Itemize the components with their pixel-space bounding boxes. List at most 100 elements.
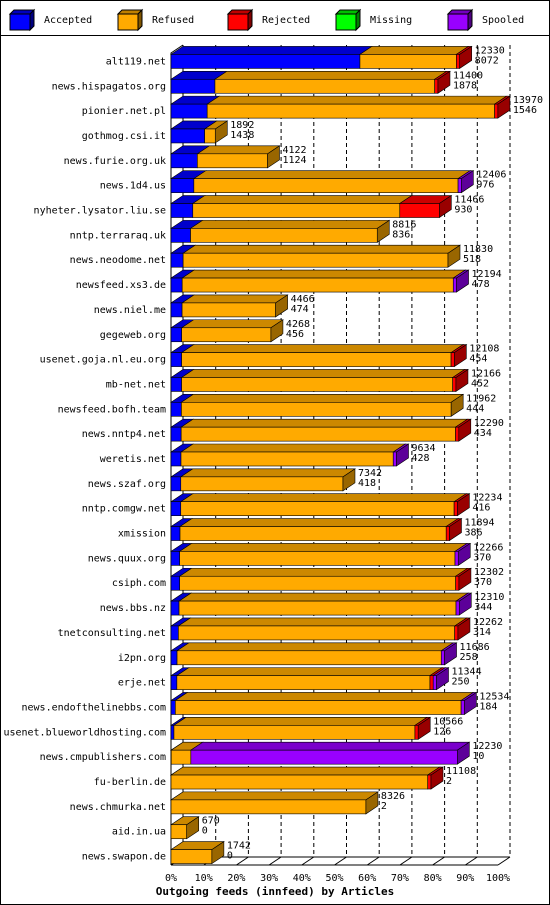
bar-front <box>170 426 182 442</box>
bar-side <box>396 443 409 467</box>
legend-swatch <box>117 13 139 31</box>
accepted-label: 126 <box>433 726 451 737</box>
y-tick-label: news.endofthelinebbs.com <box>22 702 167 713</box>
bar-side <box>214 120 228 144</box>
bar-side <box>457 741 470 765</box>
bar-segment <box>170 841 225 865</box>
accepted-label: 258 <box>460 652 478 663</box>
bar-segment <box>454 542 472 566</box>
y-tick-label: news.cmpublishers.com <box>40 752 166 763</box>
bar-segment <box>445 517 463 542</box>
bar-side <box>456 269 469 293</box>
bar-segment <box>426 766 444 790</box>
bar-top <box>175 667 443 676</box>
bar-segment <box>398 194 453 219</box>
offered-label: 11894 <box>464 518 494 529</box>
accepted-label: 10 <box>472 751 484 762</box>
y-tick-label: usenet.blueworldhosting.com <box>3 727 166 738</box>
bar-top <box>181 269 467 279</box>
y-tick-label: gothmog.csi.it <box>82 131 166 142</box>
bar-segment <box>180 393 465 417</box>
bar-front <box>197 153 268 169</box>
bar-side <box>457 542 471 566</box>
tick-mark <box>236 856 249 866</box>
bar-top <box>179 468 356 478</box>
offered-label: 4122 <box>282 145 306 156</box>
offered-label: 12266 <box>473 542 503 553</box>
bar-front <box>170 228 191 243</box>
bar-segment <box>432 667 450 691</box>
bar-front <box>175 700 462 715</box>
bar-front <box>454 551 459 566</box>
y-tick-label: mb-net.net <box>106 379 166 390</box>
bar-front <box>176 650 442 666</box>
bar-side <box>436 667 449 691</box>
y-tick-label: aid.in.ua <box>112 827 166 838</box>
bar-front <box>190 749 458 765</box>
bar-front <box>170 78 216 94</box>
bar-top <box>189 741 471 751</box>
bar-front <box>206 103 495 119</box>
y-tick-label: weretis.net <box>100 454 166 465</box>
bar-front <box>181 377 453 392</box>
bar-segment <box>453 617 471 641</box>
bar-segment <box>175 667 443 690</box>
offered-label: 12262 <box>473 617 503 628</box>
bar-side <box>430 766 444 790</box>
offered-label: 12534 <box>479 691 509 702</box>
offered-label: 12108 <box>469 344 499 355</box>
bar-segment <box>203 120 229 144</box>
accepted-label: 518 <box>463 254 481 265</box>
bar-front <box>170 774 429 790</box>
bar-side <box>342 468 356 492</box>
bar-front <box>170 153 198 169</box>
bar-segment <box>452 269 470 293</box>
bar-side <box>444 642 457 666</box>
legend-label: Accepted <box>44 15 92 26</box>
legend-swatch <box>355 8 361 32</box>
bar-front <box>181 302 276 318</box>
bar-top <box>206 95 508 105</box>
tick-mark <box>334 856 347 866</box>
bar-front <box>170 476 182 492</box>
y-tick-label: news.hispagatos.org <box>52 81 166 92</box>
offered-label: 11466 <box>454 195 484 206</box>
bar-front <box>455 575 460 591</box>
x-tick-label: 30% <box>260 873 278 884</box>
accepted-label: 452 <box>471 378 489 389</box>
bar-front <box>432 675 437 690</box>
tick-mark <box>465 856 478 866</box>
bar-segment <box>213 70 448 94</box>
accepted-label: 0 <box>227 851 233 862</box>
x-tick-label: 70% <box>391 873 409 884</box>
bar-segment <box>174 692 475 715</box>
bar-segment <box>170 46 373 69</box>
bar-side <box>447 244 461 268</box>
bar-segment <box>180 369 466 392</box>
bar-segment <box>191 195 413 218</box>
offered-label: 12310 <box>474 592 504 603</box>
bar-top <box>178 592 470 602</box>
bar-front <box>204 128 216 144</box>
bar-front <box>170 128 205 144</box>
offered-label: 12290 <box>474 418 504 429</box>
bar-segment <box>179 518 460 541</box>
bar-front <box>179 575 456 591</box>
bar-segment <box>170 766 441 790</box>
offered-label: 12230 <box>472 741 502 752</box>
bar-front <box>192 203 401 218</box>
bar-top <box>180 344 465 353</box>
accepted-label: 1438 <box>230 130 254 141</box>
x-tick-label: 90% <box>456 873 474 884</box>
bar-front <box>170 526 181 541</box>
x-tick-label: 40% <box>293 873 311 884</box>
bar-top <box>196 145 281 155</box>
bar-front <box>180 426 456 442</box>
accepted-label: 454 <box>469 354 487 365</box>
bar-front <box>434 78 439 94</box>
tick-mark <box>432 856 445 866</box>
bar-top <box>174 692 475 701</box>
bar-top <box>180 418 469 428</box>
offered-label: 4268 <box>286 319 310 330</box>
y-tick-label: tnetconsulting.net <box>58 628 166 639</box>
